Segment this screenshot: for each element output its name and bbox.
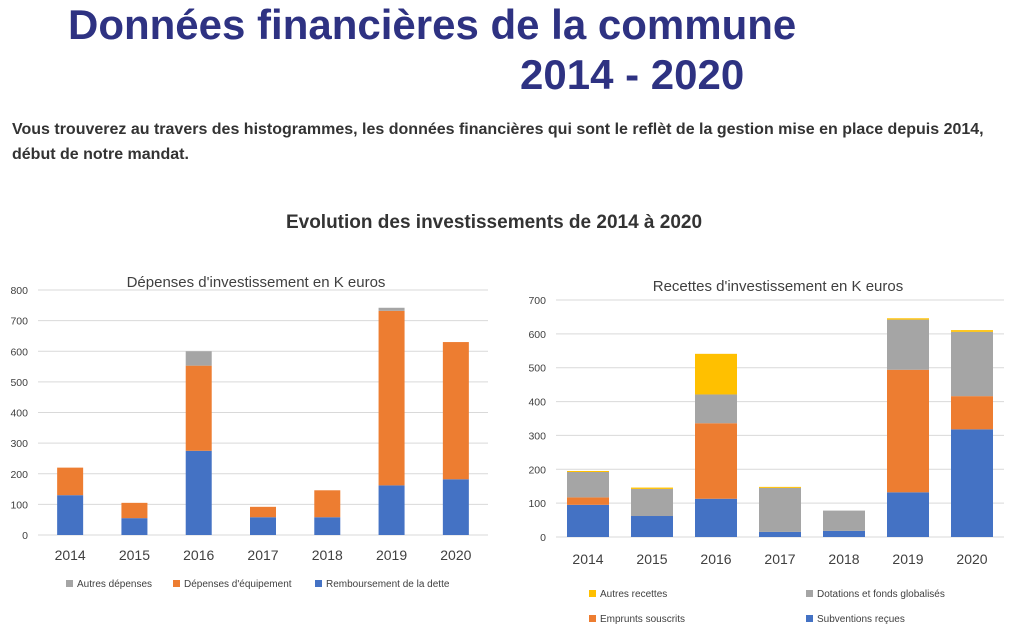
section-title: Evolution des investissements de 2014 à … [285,212,703,233]
revenues-bar-subventions-recues-2014 [567,504,609,537]
revenues-y-tick-label: 400 [528,397,546,409]
revenues-bar-subventions-recues-2017 [759,531,801,537]
expenses-x-tick-label: 2016 [183,547,214,563]
expenses-bar-remboursement-de-la-dette-2017 [250,517,276,535]
page-title-line1: Données financières de la commune [68,1,797,48]
revenues-bar-autres-recettes-2016 [695,353,737,395]
revenues-bar-subventions-recues-2018 [823,530,865,537]
revenues-y-tick-label: 0 [540,532,546,544]
revenues-bar-dotations-et-fonds-globalises-2019 [887,319,929,370]
revenues-bar-autres-recettes-2015 [631,487,673,489]
expenses-y-tick-label: 700 [10,316,28,328]
expenses-chart: Dépenses d'investissement en K euros 0 100… [10,274,488,590]
expenses-bar-remboursement-de-la-dette-2016 [185,450,212,535]
expenses-bar-depenses-d-equipement-2016 [185,365,212,451]
revenues-x-tick-label: 2014 [572,551,603,567]
revenues-x-tick-label: 2017 [764,551,795,567]
revenues-legend-swatch-dotations-et-fonds-globalises [806,590,813,597]
revenues-bar-dotations-et-fonds-globalises-2017 [759,487,801,532]
expenses-x-tick-label: 2014 [55,547,86,563]
revenues-x-tick-label: 2020 [956,551,987,567]
expenses-legend-label-depenses-d-equipement: Dépenses d'équipement [184,579,292,590]
revenues-y-tick-label: 700 [528,295,546,307]
revenues-legend-label-autres-recettes: Autres recettes [600,589,667,600]
expenses-y-tick-label: 400 [10,408,28,420]
expenses-x-tick-label: 2015 [119,547,150,563]
revenues-bar-subventions-recues-2016 [695,498,737,537]
revenues-bar-dotations-et-fonds-globalises-2020 [951,331,993,397]
page-title-line2: 2014 - 2020 [520,51,745,98]
expenses-bar-remboursement-de-la-dette-2015 [121,518,148,535]
revenues-chart: Recettes d'investissement en K euros 0 100… [528,278,1004,625]
expenses-x-tick-label: 2020 [440,547,471,563]
expenses-bar-autres-depenses-2019 [378,307,405,311]
expenses-x-tick-label: 2019 [376,547,407,563]
expenses-y-tick-label: 300 [10,438,28,450]
revenues-bar-dotations-et-fonds-globalises-2014 [567,471,609,498]
revenues-legend-label-emprunts-souscrits: Emprunts souscrits [600,614,685,625]
expenses-title: Dépenses d'investissement en K euros [127,274,386,291]
expenses-bar-depenses-d-equipement-2017 [250,506,276,518]
revenues-bar-dotations-et-fonds-globalises-2016 [695,394,737,424]
revenues-bar-autres-recettes-2014 [567,470,609,472]
revenues-y-tick-label: 500 [528,363,546,375]
revenues-x-tick-label: 2015 [636,551,667,567]
revenues-y-tick-label: 200 [528,464,546,476]
revenues-x-tick-label: 2018 [828,551,859,567]
revenues-bar-autres-recettes-2019 [887,318,929,320]
expenses-bar-depenses-d-equipement-2020 [442,342,469,480]
expenses-x-tick-label: 2017 [247,547,278,563]
expenses-bar-depenses-d-equipement-2015 [121,502,148,519]
revenues-bar-autres-recettes-2017 [759,486,801,488]
expenses-legend-swatch-depenses-d-equipement [173,580,180,587]
expenses-y-tick-label: 200 [10,469,28,481]
revenues-x-tick-label: 2019 [892,551,923,567]
revenues-bar-emprunts-souscrits-2014 [567,497,609,505]
revenues-bar-subventions-recues-2019 [887,492,929,537]
page-title: Données financières de la commune 2014 -… [0,0,1024,104]
expenses-x-tick-label: 2018 [312,547,343,563]
expenses-bar-depenses-d-equipement-2014 [57,467,84,496]
revenues-bar-subventions-recues-2020 [951,429,993,537]
revenues-legend-swatch-emprunts-souscrits [589,615,596,622]
revenues-bar-subventions-recues-2015 [631,516,673,537]
expenses-bar-remboursement-de-la-dette-2014 [57,495,84,535]
revenues-y-tick-label: 100 [528,498,546,510]
revenues-x-tick-label: 2016 [700,551,731,567]
revenues-y-tick-label: 600 [528,329,546,341]
expenses-y-tick-label: 500 [10,377,28,389]
revenues-bar-emprunts-souscrits-2019 [887,369,929,493]
expenses-bar-remboursement-de-la-dette-2020 [442,479,469,535]
revenues-legend-swatch-autres-recettes [589,590,596,597]
expenses-bar-remboursement-de-la-dette-2018 [314,517,341,535]
expenses-y-tick-label: 800 [10,285,28,297]
expenses-bar-depenses-d-equipement-2019 [378,310,405,486]
expenses-legend-swatch-autres-depenses [66,580,73,587]
expenses-bar-depenses-d-equipement-2018 [314,490,341,518]
expenses-legend-label-autres-depenses: Autres dépenses [77,579,152,590]
expenses-y-tick-label: 100 [10,499,28,511]
revenues-bar-dotations-et-fonds-globalises-2018 [823,510,865,531]
intro-paragraph: Vous trouverez au travers des histogramm… [12,121,984,163]
revenues-legend-label-dotations-et-fonds-globalises: Dotations et fonds globalisés [817,589,945,600]
revenues-bar-dotations-et-fonds-globalises-2015 [631,488,673,517]
expenses-bar-autres-depenses-2016 [185,351,212,366]
expenses-legend-swatch-remboursement-de-la-dette [315,580,322,587]
revenues-legend-label-subventions-recues: Subventions reçues [817,614,905,625]
revenues-y-tick-label: 300 [528,430,546,442]
expenses-y-tick-label: 0 [22,530,28,542]
expenses-legend-label-remboursement-de-la-dette: Remboursement de la dette [326,579,450,590]
revenues-legend-swatch-subventions-recues [806,615,813,622]
revenues-bar-autres-recettes-2020 [951,330,993,332]
expenses-bar-remboursement-de-la-dette-2019 [378,485,405,535]
revenues-title: Recettes d'investissement en K euros [653,278,904,295]
expenses-y-tick-label: 600 [10,346,28,358]
revenues-bar-emprunts-souscrits-2016 [695,423,737,499]
revenues-bar-emprunts-souscrits-2020 [951,396,993,430]
